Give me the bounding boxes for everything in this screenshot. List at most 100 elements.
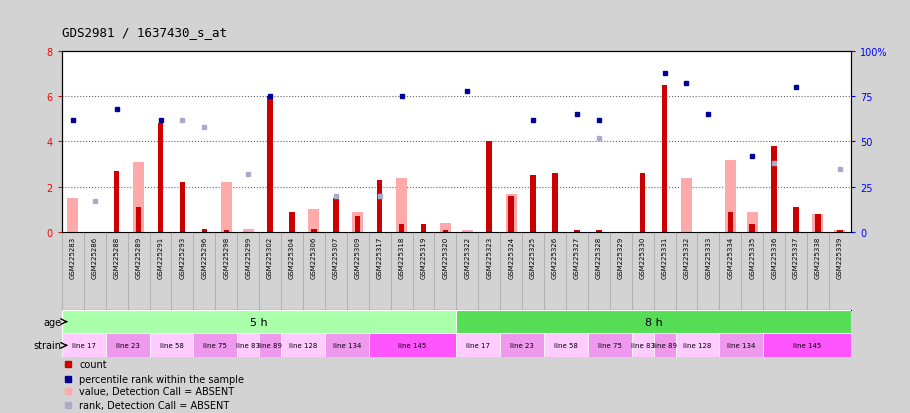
Text: GSM225319: GSM225319 bbox=[420, 236, 427, 279]
Text: GSM225296: GSM225296 bbox=[201, 236, 207, 278]
Bar bbox=[136, 208, 141, 233]
Bar bbox=[552, 174, 558, 233]
Bar bbox=[355, 217, 360, 233]
Text: line 145: line 145 bbox=[793, 342, 821, 349]
Text: GSM225288: GSM225288 bbox=[114, 236, 120, 278]
Bar bbox=[501, 334, 544, 357]
Text: GSM225322: GSM225322 bbox=[464, 236, 470, 278]
Bar bbox=[221, 183, 232, 233]
Bar bbox=[202, 229, 207, 233]
Bar bbox=[794, 208, 799, 233]
Bar bbox=[224, 230, 229, 233]
Text: GSM225289: GSM225289 bbox=[136, 236, 142, 278]
Text: GSM225327: GSM225327 bbox=[574, 236, 580, 278]
Bar bbox=[653, 334, 675, 357]
Text: GSM225325: GSM225325 bbox=[530, 236, 536, 278]
Bar bbox=[62, 334, 106, 357]
Bar bbox=[133, 162, 144, 233]
Text: GSM225309: GSM225309 bbox=[355, 236, 360, 279]
Bar bbox=[442, 230, 448, 233]
Text: GSM225286: GSM225286 bbox=[92, 236, 97, 278]
Bar bbox=[506, 194, 517, 233]
Text: GSM225335: GSM225335 bbox=[749, 236, 755, 278]
Text: GSM225339: GSM225339 bbox=[837, 236, 843, 279]
Text: count: count bbox=[79, 359, 106, 370]
Text: GSM225320: GSM225320 bbox=[442, 236, 449, 278]
Bar bbox=[259, 334, 281, 357]
Bar bbox=[462, 231, 473, 233]
Text: line 23: line 23 bbox=[116, 342, 139, 349]
Text: GSM225306: GSM225306 bbox=[311, 236, 317, 279]
Bar bbox=[662, 85, 667, 233]
Bar bbox=[333, 199, 339, 233]
Text: line 134: line 134 bbox=[332, 342, 361, 349]
Bar bbox=[588, 334, 632, 357]
Text: percentile rank within the sample: percentile rank within the sample bbox=[79, 374, 244, 384]
Bar bbox=[67, 199, 78, 233]
Text: line 83: line 83 bbox=[631, 342, 654, 349]
Bar bbox=[487, 142, 492, 233]
Text: GSM225304: GSM225304 bbox=[289, 236, 295, 278]
Text: GSM225332: GSM225332 bbox=[683, 236, 690, 278]
Text: GSM225298: GSM225298 bbox=[223, 236, 229, 278]
Text: line 17: line 17 bbox=[466, 342, 490, 349]
Bar bbox=[544, 334, 588, 357]
Bar bbox=[157, 124, 163, 233]
Text: GSM225299: GSM225299 bbox=[245, 236, 251, 278]
Text: GSM225307: GSM225307 bbox=[333, 236, 339, 279]
Bar bbox=[632, 334, 653, 357]
Bar bbox=[750, 225, 755, 233]
Bar bbox=[509, 196, 514, 233]
Bar bbox=[106, 334, 149, 357]
Bar bbox=[531, 176, 536, 233]
Bar bbox=[399, 225, 404, 233]
Bar bbox=[289, 212, 295, 233]
Text: GSM225302: GSM225302 bbox=[267, 236, 273, 278]
Text: GSM225330: GSM225330 bbox=[640, 236, 646, 279]
Bar bbox=[325, 334, 369, 357]
Bar bbox=[763, 334, 851, 357]
Text: line 23: line 23 bbox=[511, 342, 534, 349]
Bar bbox=[62, 310, 456, 334]
Bar bbox=[456, 334, 501, 357]
Bar bbox=[352, 212, 363, 233]
Text: line 83: line 83 bbox=[237, 342, 260, 349]
Text: GSM225326: GSM225326 bbox=[552, 236, 558, 278]
Bar bbox=[369, 334, 457, 357]
Bar bbox=[640, 174, 645, 233]
Bar bbox=[747, 212, 758, 233]
Text: line 58: line 58 bbox=[554, 342, 578, 349]
Bar bbox=[311, 229, 317, 233]
Text: GSM225318: GSM225318 bbox=[399, 236, 405, 279]
Bar bbox=[837, 230, 843, 233]
Text: line 145: line 145 bbox=[399, 342, 427, 349]
Text: line 75: line 75 bbox=[203, 342, 228, 349]
Bar bbox=[420, 225, 426, 233]
Text: GSM225323: GSM225323 bbox=[486, 236, 492, 278]
Text: strain: strain bbox=[34, 341, 62, 351]
Text: GSM225291: GSM225291 bbox=[157, 236, 164, 278]
Bar bbox=[268, 97, 273, 233]
Text: GSM225283: GSM225283 bbox=[70, 236, 76, 278]
Text: line 128: line 128 bbox=[288, 342, 318, 349]
Bar bbox=[596, 230, 602, 233]
Bar bbox=[238, 334, 259, 357]
Text: GSM225324: GSM225324 bbox=[508, 236, 514, 278]
Bar bbox=[681, 178, 692, 233]
Text: line 17: line 17 bbox=[72, 342, 96, 349]
Text: GSM225334: GSM225334 bbox=[727, 236, 733, 278]
Text: GSM225329: GSM225329 bbox=[618, 236, 623, 278]
Bar bbox=[719, 334, 763, 357]
Text: 8 h: 8 h bbox=[644, 317, 662, 327]
Text: age: age bbox=[44, 317, 62, 327]
Text: line 134: line 134 bbox=[727, 342, 755, 349]
Bar bbox=[308, 210, 319, 233]
Bar bbox=[456, 310, 851, 334]
Bar bbox=[675, 334, 719, 357]
Text: line 128: line 128 bbox=[683, 342, 712, 349]
Bar bbox=[813, 214, 824, 233]
Bar bbox=[440, 223, 450, 233]
Text: GDS2981 / 1637430_s_at: GDS2981 / 1637430_s_at bbox=[62, 26, 227, 39]
Bar bbox=[377, 180, 382, 233]
Bar bbox=[772, 147, 777, 233]
